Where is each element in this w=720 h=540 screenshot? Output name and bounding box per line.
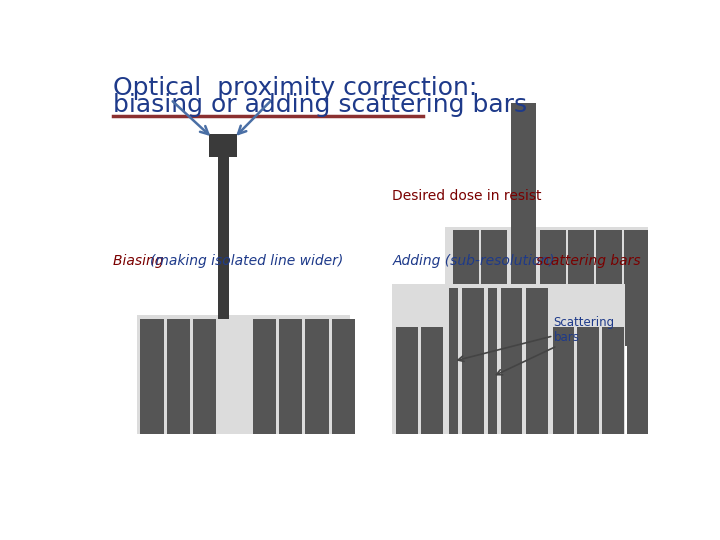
Bar [140, 319, 163, 434]
Bar [500, 288, 523, 434]
Bar [305, 319, 329, 434]
Bar [137, 315, 350, 434]
Bar [526, 288, 548, 434]
Bar [627, 327, 649, 434]
Bar [454, 231, 479, 346]
Bar [392, 284, 625, 434]
Bar [577, 327, 599, 434]
Bar [253, 319, 276, 434]
Text: (making isolated line wider): (making isolated line wider) [150, 254, 343, 268]
Bar [596, 231, 621, 346]
Bar [445, 226, 648, 346]
Bar [553, 327, 575, 434]
Bar [602, 327, 624, 434]
Bar [482, 231, 507, 346]
Text: Biasing: Biasing [113, 254, 168, 268]
Text: Scattering
bars: Scattering bars [554, 316, 615, 345]
Bar [332, 319, 355, 434]
Text: Adding (sub-resolution): Adding (sub-resolution) [392, 254, 559, 268]
Bar [210, 134, 238, 157]
Bar [421, 327, 443, 434]
Bar [510, 103, 536, 346]
Text: biasing or adding scattering bars: biasing or adding scattering bars [113, 93, 527, 117]
Bar [568, 231, 594, 346]
Bar [193, 319, 216, 434]
Text: Desired dose in resist: Desired dose in resist [392, 188, 541, 202]
Text: scattering bars: scattering bars [536, 254, 640, 268]
Bar [487, 288, 497, 434]
Bar [462, 288, 484, 434]
Bar [540, 231, 566, 346]
Bar [167, 319, 190, 434]
Bar [218, 142, 229, 319]
Bar [279, 319, 302, 434]
Bar [624, 231, 649, 346]
Bar [449, 288, 458, 434]
Text: Optical  proximity correction:: Optical proximity correction: [113, 76, 477, 100]
Bar [396, 327, 418, 434]
